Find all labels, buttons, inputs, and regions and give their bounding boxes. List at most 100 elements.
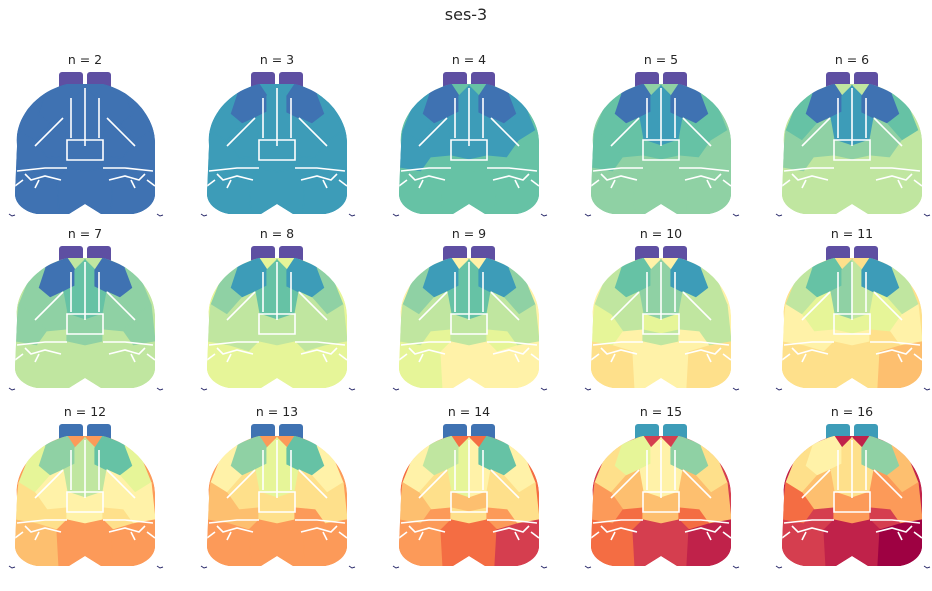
edge-mark	[584, 565, 592, 569]
region-boundary	[783, 167, 834, 172]
region-boundary	[103, 167, 154, 172]
region-boundary	[258, 313, 296, 335]
edge-mark	[348, 387, 356, 391]
panel-title: n = 2	[67, 52, 103, 67]
edge-mark	[200, 565, 208, 569]
brain-map-panel: n = 8	[192, 226, 362, 406]
region-boundary	[418, 531, 424, 541]
region-boundary	[399, 353, 408, 361]
cortex-regions	[782, 436, 923, 566]
region-boundary	[514, 179, 520, 189]
region-boundary	[298, 117, 328, 147]
cortical-region	[302, 341, 348, 388]
region-boundary	[706, 179, 712, 189]
region-boundary	[226, 531, 232, 541]
region-boundary	[258, 491, 296, 513]
edge-mark	[348, 213, 356, 217]
region-boundary	[322, 179, 328, 189]
cortical-region	[56, 167, 114, 214]
region-boundary	[530, 531, 540, 539]
region-boundary	[682, 469, 712, 499]
region-boundary	[103, 341, 154, 346]
cortical-region	[440, 341, 498, 388]
panel-title: n = 8	[259, 226, 295, 241]
region-boundary	[24, 173, 62, 181]
edge-mark	[923, 387, 931, 391]
brain-map	[775, 72, 931, 217]
region-boundary	[684, 525, 722, 533]
region-boundary	[66, 313, 104, 335]
region-boundary	[216, 173, 254, 181]
brain-map	[584, 424, 740, 569]
region-boundary	[897, 353, 903, 363]
panel-title: n = 5	[643, 52, 679, 67]
region-boundary	[34, 531, 40, 541]
region-boundary	[897, 531, 903, 541]
region-boundary	[833, 139, 871, 161]
cortex-regions	[782, 258, 923, 388]
region-boundary	[782, 179, 791, 187]
region-boundary	[130, 353, 136, 363]
region-boundary	[490, 291, 520, 321]
cortex-regions	[15, 436, 156, 566]
brain-map-panel: n = 7	[0, 226, 170, 406]
region-boundary	[642, 491, 680, 513]
cortical-region	[248, 167, 306, 214]
region-boundary	[108, 347, 146, 355]
region-boundary	[530, 179, 540, 187]
brain-map-panel: n = 4	[384, 52, 554, 232]
region-boundary	[34, 117, 64, 147]
region-boundary	[591, 531, 600, 539]
edge-mark	[348, 565, 356, 569]
edge-mark	[584, 213, 592, 217]
cortex-regions	[399, 436, 540, 566]
region-boundary	[679, 519, 730, 524]
region-boundary	[103, 519, 154, 524]
brain-map	[8, 424, 164, 569]
region-boundary	[450, 313, 488, 335]
edge-mark	[732, 387, 740, 391]
cortical-region	[494, 341, 540, 388]
region-boundary	[490, 469, 520, 499]
edge-mark	[8, 387, 16, 391]
cortical-region	[823, 519, 881, 566]
region-boundary	[16, 341, 67, 346]
region-boundary	[801, 353, 807, 363]
region-boundary	[642, 313, 680, 335]
region-boundary	[722, 353, 732, 361]
region-boundary	[15, 353, 24, 361]
region-boundary	[15, 179, 24, 187]
region-boundary	[66, 491, 104, 513]
region-boundary	[300, 347, 338, 355]
region-boundary	[146, 353, 156, 361]
cortical-region	[440, 519, 498, 566]
panel-title: n = 13	[255, 404, 299, 419]
region-boundary	[875, 525, 913, 533]
cortical-region	[632, 519, 690, 566]
cortical-region	[632, 341, 690, 388]
region-boundary	[15, 531, 24, 539]
edge-mark	[540, 565, 548, 569]
cortical-region	[440, 167, 498, 214]
region-boundary	[591, 179, 600, 187]
region-boundary	[870, 341, 921, 346]
region-boundary	[897, 179, 903, 189]
region-boundary	[682, 117, 712, 147]
region-boundary	[530, 353, 540, 361]
panel-title: n = 4	[451, 52, 487, 67]
region-boundary	[600, 347, 638, 355]
region-boundary	[226, 179, 232, 189]
region-boundary	[408, 525, 446, 533]
region-boundary	[146, 179, 156, 187]
panel-title: n = 6	[834, 52, 870, 67]
cortex-regions	[207, 436, 348, 566]
panel-title: n = 12	[63, 404, 107, 419]
region-boundary	[514, 353, 520, 363]
cortical-region	[56, 341, 114, 388]
region-boundary	[408, 173, 446, 181]
region-boundary	[24, 347, 62, 355]
region-boundary	[108, 173, 146, 181]
panel-title: n = 15	[639, 404, 683, 419]
region-boundary	[300, 173, 338, 181]
cortex-regions	[591, 436, 732, 566]
